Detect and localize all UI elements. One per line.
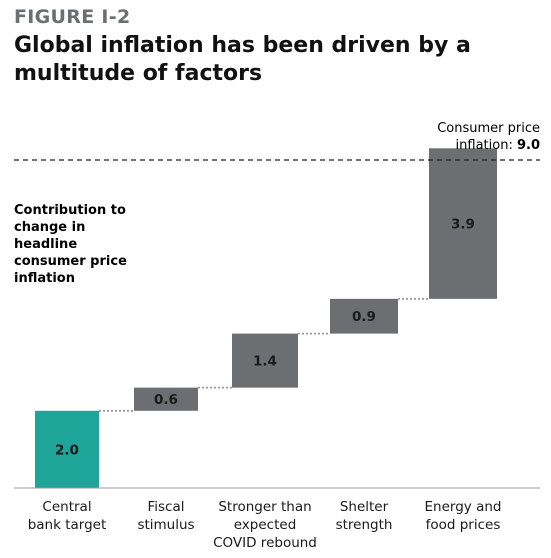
bar-value-label-2: 0.6 xyxy=(154,392,178,408)
total-label-prefix: inflation: xyxy=(456,138,517,153)
x-labels-group: Central bank target Fiscal stimulus Stronger… xyxy=(28,499,502,551)
x-tick-label-line: stimulus xyxy=(137,517,194,533)
y-axis-label-line: change in xyxy=(14,220,85,235)
bar-value-label-4: 0.9 xyxy=(352,309,376,325)
x-tick-label-line: Fiscal xyxy=(147,499,184,515)
y-axis-label-line: Contribution to xyxy=(14,203,126,218)
bar-value-label-1: 2.0 xyxy=(55,442,79,458)
bar-3 xyxy=(232,333,298,388)
y-axis-label: Contribution to change in headline consumer… xyxy=(14,203,127,286)
bar-value-label-5: 3.9 xyxy=(451,217,475,233)
total-label-line1: Consumer price xyxy=(437,121,540,136)
x-tick-label-line: Shelter xyxy=(340,499,389,515)
chart-title: Global inflation has been driven by a mu… xyxy=(14,33,471,86)
y-axis-label-line: headline xyxy=(14,237,77,252)
bar-4 xyxy=(330,298,398,334)
connectors-group xyxy=(99,297,429,412)
total-label-line2: inflation: 9.0 xyxy=(456,138,540,153)
x-tick-label-line: food prices xyxy=(426,517,501,533)
bar-1 xyxy=(35,410,99,488)
y-axis-label-line: consumer price xyxy=(14,254,127,269)
x-tick-label-line: Central xyxy=(42,499,91,515)
x-tick-label-1: Central bank target xyxy=(28,499,107,533)
bars-group: 2.0 0.6 1.4 0.9 3.9 xyxy=(35,148,497,488)
x-tick-label-line: bank target xyxy=(28,517,107,533)
x-tick-label-5: Energy and food prices xyxy=(425,499,502,533)
bar-value-label-3: 1.4 xyxy=(253,354,277,370)
total-value: 9.0 xyxy=(517,138,540,153)
x-tick-label-line: Stronger than xyxy=(218,499,311,515)
x-tick-label-line: Energy and xyxy=(425,499,502,515)
x-tick-label-2: Fiscal stimulus xyxy=(137,499,194,533)
x-tick-label-3: Stronger than expected COVID rebound xyxy=(213,499,317,551)
x-tick-label-line: COVID rebound xyxy=(213,535,317,551)
x-tick-label-line: strength xyxy=(336,517,393,533)
bar-2 xyxy=(134,387,198,411)
y-axis-label-line: inflation xyxy=(14,271,75,286)
bar-5 xyxy=(429,148,497,299)
x-tick-label-line: expected xyxy=(234,517,297,533)
x-tick-label-4: Shelter strength xyxy=(336,499,393,533)
figure-label: FIGURE I-2 xyxy=(14,6,131,28)
